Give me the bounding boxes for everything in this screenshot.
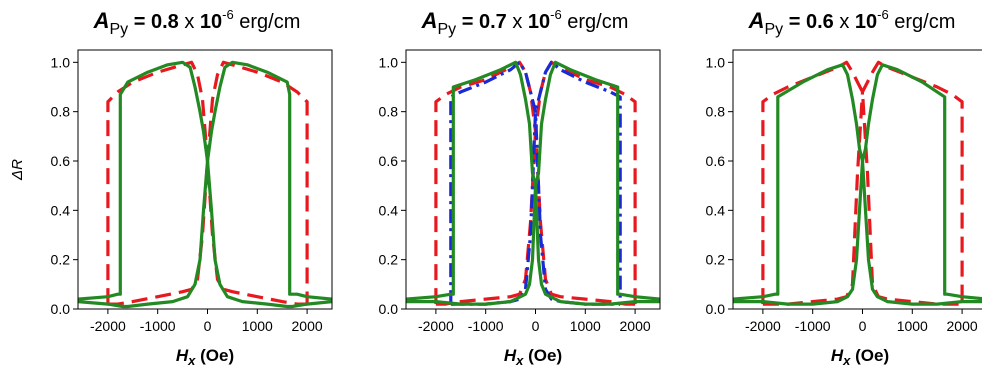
series-line-dashed — [106, 60, 308, 306]
x-tick-label: 0 — [532, 318, 540, 334]
y-tick-label: 0.0 — [379, 301, 399, 317]
chart-title: APy = 0.7 x 10-6 erg/cm — [421, 7, 629, 38]
x-tick-label: 1000 — [897, 318, 928, 334]
series-line-solid — [733, 63, 982, 306]
y-tick-label: 0.2 — [379, 252, 399, 268]
x-tick-label: -2000 — [418, 318, 454, 334]
y-tick-label: 1.0 — [51, 54, 71, 70]
x-tick-label: -1000 — [468, 318, 504, 334]
y-tick-label: 1.0 — [379, 54, 399, 70]
x-tick-label: 2000 — [947, 318, 978, 334]
x-tick-label: 2000 — [620, 318, 651, 334]
series-line-solid — [78, 60, 332, 309]
plot-frame — [732, 49, 982, 310]
y-tick-label: 0.6 — [51, 153, 71, 169]
x-tick-label: -1000 — [795, 318, 831, 334]
chart-panel-3: -2000 -1000 0 1000 2000 0.0 0.2 0.4 0.6 0.8 1.0 APy… — [706, 7, 982, 368]
series-line-solid — [733, 63, 982, 306]
y-tick-label: 0.6 — [706, 153, 726, 169]
y-tick-label: 0.8 — [706, 104, 726, 120]
y-tick-label: 1.0 — [706, 54, 726, 70]
chart-panel-2: -2000 -1000 0 1000 2000 0.0 0.2 0.4 0.6 0.8 1.0 APy… — [379, 7, 661, 368]
series-line-dashed — [107, 60, 309, 306]
x-tick-label: -2000 — [745, 318, 781, 334]
series-line-dashed — [434, 60, 636, 306]
series-group — [78, 60, 332, 309]
y-tick-label: 0.0 — [51, 301, 71, 317]
y-tick-label: 0.4 — [51, 202, 71, 218]
y-axis-label: ΔR — [9, 159, 26, 181]
chart-title: APy = 0.6 x 10-6 erg/cm — [748, 7, 956, 38]
plot-frame — [405, 49, 661, 310]
y-tick-label: 0.6 — [379, 153, 399, 169]
series-line-dashed — [761, 60, 963, 306]
x-tick-label: -2000 — [90, 318, 126, 334]
x-axis-label: Hx (Oe) — [176, 346, 234, 368]
x-axis-label: Hx (Oe) — [831, 346, 889, 368]
x-tick-label: 2000 — [292, 318, 323, 334]
x-axis-label: Hx (Oe) — [504, 346, 562, 368]
series-line-solid — [406, 60, 660, 306]
y-tick-label: 0.8 — [51, 104, 71, 120]
x-tick-label: -1000 — [140, 318, 176, 334]
series-line-dashed — [435, 60, 637, 306]
y-tick-label: 0.4 — [379, 202, 399, 218]
y-tick-label: 0.2 — [51, 252, 71, 268]
y-tick-label: 0.4 — [706, 202, 726, 218]
y-tick-label: 0.8 — [379, 104, 399, 120]
plot-frame — [77, 49, 333, 310]
series-group — [406, 60, 660, 306]
series-line-solid — [406, 60, 660, 306]
series-line-dashed — [762, 60, 964, 306]
chart-panel-1: -2000 -1000 0 1000 2000 0.0 0.2 0.4 0.6 0.8 1.0 APy… — [9, 7, 333, 368]
series-line-solid — [78, 60, 332, 309]
x-tick-label: 0 — [859, 318, 867, 334]
x-tick-label: 0 — [204, 318, 212, 334]
chart-title: APy = 0.8 x 10-6 erg/cm — [93, 7, 301, 38]
y-tick-label: 0.0 — [706, 301, 726, 317]
y-tick-label: 0.2 — [706, 252, 726, 268]
x-tick-label: 1000 — [570, 318, 601, 334]
x-tick-label: 1000 — [242, 318, 273, 334]
series-group — [733, 60, 982, 306]
